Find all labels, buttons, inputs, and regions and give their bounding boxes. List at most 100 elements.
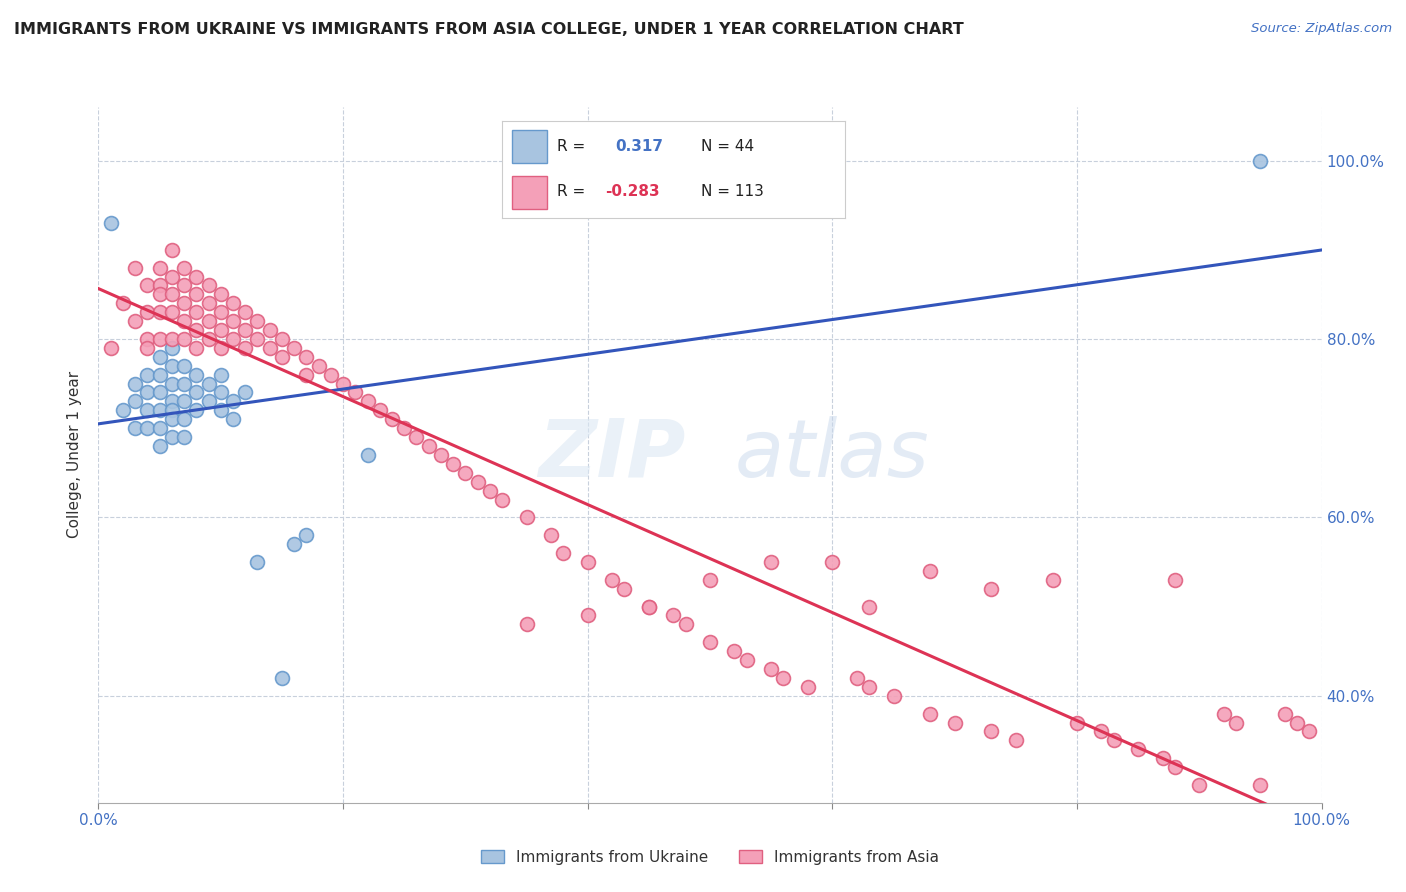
- Point: [173, 314, 195, 328]
- Point: [319, 368, 342, 382]
- Point: [1249, 778, 1271, 792]
- Point: [1042, 573, 1064, 587]
- Point: [441, 457, 464, 471]
- Point: [883, 689, 905, 703]
- Point: [246, 314, 269, 328]
- Point: [209, 323, 232, 337]
- Point: [136, 403, 159, 417]
- Point: [295, 368, 318, 382]
- Point: [515, 617, 537, 632]
- Point: [222, 296, 245, 310]
- Point: [160, 341, 183, 355]
- Point: [186, 403, 208, 417]
- Point: [222, 394, 245, 409]
- Point: [197, 376, 219, 391]
- Point: [381, 412, 404, 426]
- Point: [1164, 760, 1187, 774]
- Point: [772, 671, 794, 685]
- Point: [160, 394, 183, 409]
- Point: [1188, 778, 1211, 792]
- Point: [209, 341, 232, 355]
- Point: [430, 448, 453, 462]
- Point: [980, 724, 1002, 739]
- Point: [173, 394, 195, 409]
- Point: [761, 662, 783, 676]
- Point: [111, 296, 134, 310]
- Point: [858, 680, 880, 694]
- Point: [1164, 573, 1187, 587]
- Point: [173, 412, 195, 426]
- Point: [491, 492, 513, 507]
- Point: [149, 332, 172, 346]
- Point: [1249, 153, 1271, 168]
- Point: [478, 483, 501, 498]
- Point: [332, 376, 354, 391]
- Point: [1298, 724, 1320, 739]
- Point: [209, 403, 232, 417]
- Point: [368, 403, 391, 417]
- Point: [136, 341, 159, 355]
- Point: [392, 421, 416, 435]
- Point: [356, 448, 378, 462]
- Point: [1004, 733, 1026, 747]
- Point: [222, 314, 245, 328]
- Point: [149, 305, 172, 319]
- Point: [699, 573, 721, 587]
- Text: IMMIGRANTS FROM UKRAINE VS IMMIGRANTS FROM ASIA COLLEGE, UNDER 1 YEAR CORRELATIO: IMMIGRANTS FROM UKRAINE VS IMMIGRANTS FR…: [14, 22, 963, 37]
- Point: [124, 421, 146, 435]
- Point: [638, 599, 661, 614]
- Point: [735, 653, 758, 667]
- Point: [797, 680, 820, 694]
- Point: [259, 341, 281, 355]
- Point: [124, 314, 146, 328]
- Text: ZIP: ZIP: [538, 416, 686, 494]
- Y-axis label: College, Under 1 year: College, Under 1 year: [67, 371, 83, 539]
- Point: [638, 599, 661, 614]
- Point: [920, 564, 942, 578]
- Point: [540, 528, 562, 542]
- Point: [920, 706, 942, 721]
- Text: Source: ZipAtlas.com: Source: ZipAtlas.com: [1251, 22, 1392, 36]
- Point: [186, 385, 208, 400]
- Point: [124, 394, 146, 409]
- Point: [197, 394, 219, 409]
- Point: [186, 341, 208, 355]
- Point: [1152, 751, 1174, 765]
- Point: [173, 430, 195, 444]
- Point: [197, 296, 219, 310]
- Point: [209, 305, 232, 319]
- Point: [136, 421, 159, 435]
- Point: [136, 385, 159, 400]
- Point: [723, 644, 745, 658]
- Point: [197, 278, 219, 293]
- Point: [149, 287, 172, 301]
- Point: [980, 582, 1002, 596]
- Point: [675, 617, 697, 632]
- Point: [173, 278, 195, 293]
- Point: [295, 350, 318, 364]
- Point: [454, 466, 477, 480]
- Point: [160, 376, 183, 391]
- Point: [553, 546, 575, 560]
- Point: [160, 403, 183, 417]
- Point: [344, 385, 367, 400]
- Point: [173, 260, 195, 275]
- Point: [821, 555, 844, 569]
- Point: [173, 376, 195, 391]
- Point: [418, 439, 440, 453]
- Point: [160, 359, 183, 373]
- Point: [173, 359, 195, 373]
- Point: [246, 555, 269, 569]
- Point: [270, 332, 294, 346]
- Point: [160, 287, 183, 301]
- Point: [160, 332, 183, 346]
- Point: [160, 305, 183, 319]
- Point: [1090, 724, 1112, 739]
- Point: [858, 599, 880, 614]
- Point: [308, 359, 330, 373]
- Point: [209, 368, 232, 382]
- Point: [283, 537, 305, 551]
- Point: [197, 314, 219, 328]
- Point: [186, 305, 208, 319]
- Point: [209, 287, 232, 301]
